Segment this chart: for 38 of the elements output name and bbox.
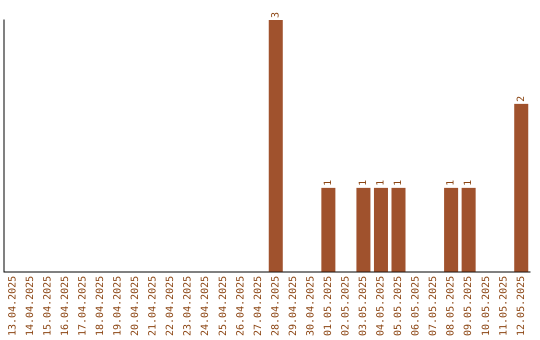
- x-tick-label: 08.05.2025: [446, 276, 457, 336]
- x-tick-label: 28.04.2025: [270, 276, 282, 336]
- x-tick-label: 02.05.2025: [340, 276, 352, 336]
- x-tick-label: 05.05.2025: [393, 276, 404, 336]
- x-tick-label: 12.05.2025: [516, 276, 527, 336]
- data-label: 3: [270, 12, 282, 18]
- data-label: 1: [463, 180, 474, 186]
- x-tick-label: 20.04.2025: [130, 276, 142, 336]
- data-label: 1: [393, 180, 404, 186]
- x-tick-label: 17.04.2025: [77, 276, 88, 336]
- data-label: 1: [322, 180, 334, 186]
- x-tick-label: 13.04.2025: [7, 276, 18, 336]
- data-label: 1: [358, 180, 370, 186]
- data-label: 1: [446, 180, 457, 186]
- x-tick-label: 25.04.2025: [218, 276, 229, 336]
- x-tick-label: 24.04.2025: [200, 276, 212, 336]
- data-label: 1: [376, 180, 387, 186]
- x-tick-label: 22.04.2025: [165, 276, 176, 336]
- x-tick-label: 03.05.2025: [358, 276, 370, 336]
- x-tick-label: 26.04.2025: [235, 276, 246, 336]
- x-tick-label: 10.05.2025: [480, 276, 492, 336]
- x-tick-label: 29.04.2025: [288, 276, 299, 336]
- x-tick-label: 15.04.2025: [42, 276, 54, 336]
- x-tick-label: 18.04.2025: [95, 276, 106, 336]
- x-tick-label: 09.05.2025: [463, 276, 474, 336]
- x-tick-label: 27.04.2025: [252, 276, 264, 336]
- x-tick-label: 07.05.2025: [428, 276, 440, 336]
- x-tick-label: 06.05.2025: [410, 276, 422, 336]
- x-tick-label: 01.05.2025: [322, 276, 334, 336]
- x-tick-label: 30.04.2025: [305, 276, 316, 336]
- data-label: 2: [516, 96, 527, 102]
- x-tick-label: 16.04.2025: [60, 276, 71, 336]
- x-tick-label: 04.05.2025: [376, 276, 387, 336]
- x-tick-label: 21.04.2025: [148, 276, 159, 336]
- x-tick-label: 19.04.2025: [112, 276, 124, 336]
- x-tick-label: 11.05.2025: [498, 276, 510, 336]
- x-tick-label: 23.04.2025: [182, 276, 194, 336]
- x-tick-label: 14.04.2025: [24, 276, 36, 336]
